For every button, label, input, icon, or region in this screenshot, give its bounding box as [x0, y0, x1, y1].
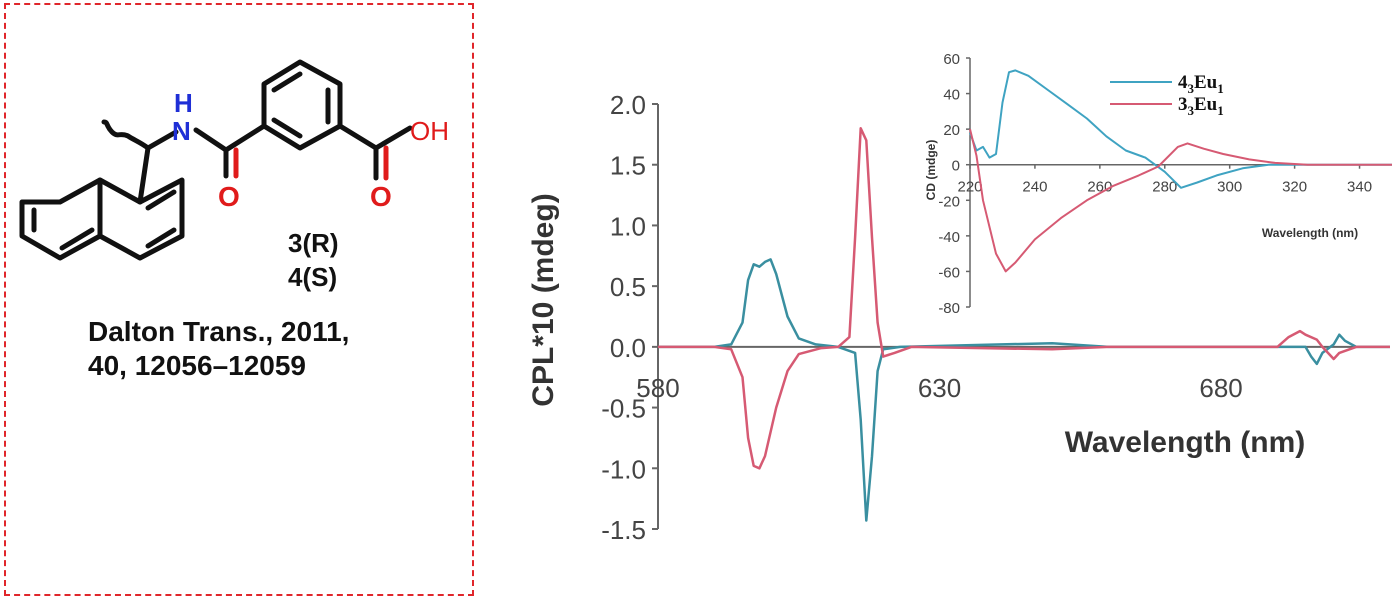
- cpl-x-tick-label: 630: [918, 373, 961, 403]
- cd-y-tick-label: -20: [938, 193, 960, 210]
- cd-x-tick-label: 300: [1217, 179, 1242, 196]
- cd-y-tick-label: -40: [938, 229, 960, 246]
- cd-inset-background: [905, 40, 1399, 320]
- chemical-structure: H N O O OH: [19, 59, 449, 261]
- compound-label-4s: 4(S): [288, 262, 338, 292]
- cd-y-tick-label: 20: [943, 122, 960, 139]
- cd-x-tick-label: 240: [1022, 179, 1047, 196]
- cd-y-tick-label: 40: [943, 87, 960, 104]
- cd-legend-label-2: 33Eu1: [1178, 94, 1224, 118]
- cd-y-tick-label: 0: [952, 158, 960, 175]
- cd-x-tick-label: 220: [957, 179, 982, 196]
- cpl-y-tick-label: -0.5: [601, 394, 646, 424]
- cd-x-tick-label: 320: [1282, 179, 1307, 196]
- cd-series-line-2: [969, 128, 1392, 273]
- cpl-y-tick-label: -1.0: [601, 454, 646, 484]
- cpl-y-axis-label: CPL*10 (mdeg): [527, 193, 560, 406]
- cd-y-tick-label: -60: [938, 264, 960, 281]
- cd-x-tick-label: 280: [1152, 179, 1177, 196]
- cd-y-tick-label: 60: [943, 51, 960, 68]
- cd-y-tick-label: -80: [938, 300, 960, 317]
- cpl-x-tick-label: 680: [1199, 373, 1242, 403]
- cd-legend-label-1: 43Eu1: [1178, 72, 1224, 96]
- acid-carbonyl-oxygen-atom: O: [370, 181, 392, 212]
- benzene-ring: [261, 59, 343, 151]
- cpl-y-tick-label: 2.0: [610, 90, 646, 120]
- cpl-y-tick-label: 1.5: [610, 151, 646, 181]
- cd-x-tick-label: 340: [1347, 179, 1372, 196]
- cpl-y-tick-label: 0.0: [610, 333, 646, 363]
- cd-series-line-1: [969, 69, 1392, 189]
- amide-oxygen-atom: O: [218, 181, 240, 212]
- cpl-x-axis-label: Wavelength (nm): [1065, 426, 1306, 459]
- reference-line-1: Dalton Trans., 2011,: [88, 316, 350, 347]
- reference-line-2: 40, 12056–12059: [88, 350, 306, 381]
- nh-n-atom: N: [172, 116, 191, 146]
- structure-panel: [4, 3, 474, 596]
- cpl-y-tick-label: 0.5: [610, 272, 646, 302]
- cpl-y-tick-label: -1.5: [601, 515, 646, 545]
- cpl-series-line-1: [658, 258, 1390, 522]
- nh-h-atom: H: [174, 88, 193, 118]
- cd-x-axis-label: Wavelength (nm): [1262, 226, 1358, 240]
- cpl-x-tick-label: 580: [636, 373, 679, 403]
- cd-y-axis-label: CD (mdge): [924, 140, 938, 201]
- hydroxyl-atom: OH: [410, 116, 449, 146]
- cpl-series-line-2: [658, 127, 1390, 470]
- compound-label-3r: 3(R): [288, 228, 339, 258]
- cd-x-tick-label: 260: [1087, 179, 1112, 196]
- cpl-y-tick-label: 1.0: [610, 211, 646, 241]
